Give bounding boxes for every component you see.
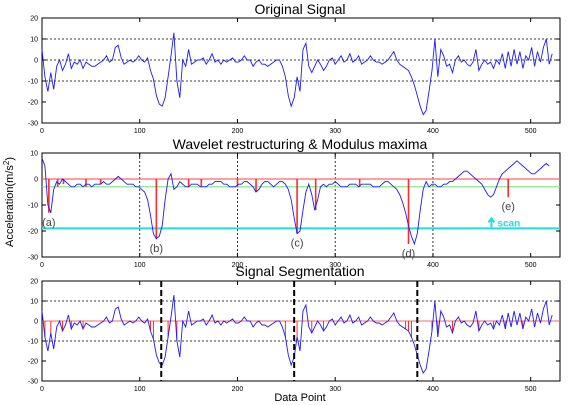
y-tick-label: 0 xyxy=(34,319,38,326)
marker-label: (d) xyxy=(402,248,415,260)
chart-title: Wavelet restructuring & Modulus maxima xyxy=(173,136,428,152)
x-tick-label: 100 xyxy=(134,386,146,393)
y-tick-label: -10 xyxy=(28,203,38,210)
plot-frame xyxy=(41,17,561,124)
y-tick-label: -30 xyxy=(28,121,38,128)
y-tick-label: -20 xyxy=(28,229,38,236)
x-tick-label: 200 xyxy=(232,128,244,135)
x-tick-label: 300 xyxy=(329,262,341,269)
panel-wavelet-modulus-maxima: Wavelet restructuring & Modulus maxima 0… xyxy=(28,136,561,269)
x-tick-label: 300 xyxy=(329,386,341,393)
x-tick-label: 400 xyxy=(427,386,439,393)
y-axis-label-superscript: 2 xyxy=(2,160,11,165)
y-tick-label: -30 xyxy=(28,379,38,386)
marker-label: (c) xyxy=(291,238,304,250)
panel-original-signal: Original Signal 0 100 200 300 400 50020100-10… xyxy=(28,1,561,135)
y-tick-label: 0 xyxy=(34,177,38,184)
signal-line xyxy=(41,294,553,374)
scan-arrow-icon xyxy=(487,216,496,228)
y-tick-label: -20 xyxy=(28,100,38,107)
x-tick-label: 500 xyxy=(525,262,537,269)
y-tick-label: -10 xyxy=(28,339,38,346)
y-axis-label-text: Acceleration(m/s xyxy=(4,165,16,247)
chart-title: Signal Segmentation xyxy=(235,263,364,279)
y-tick-label: -10 xyxy=(28,79,38,86)
plot-frame xyxy=(41,152,561,258)
x-tick-label: 200 xyxy=(232,262,244,269)
y-tick-label: -20 xyxy=(28,359,38,366)
x-tick-label: 0 xyxy=(40,262,44,269)
signal-line xyxy=(41,32,553,116)
y-tick-label: 0 xyxy=(34,58,38,65)
marker-label: (b) xyxy=(150,243,163,255)
x-tick-label: 100 xyxy=(134,262,146,269)
x-tick-label: 400 xyxy=(427,128,439,135)
y-tick-label: 10 xyxy=(30,151,38,158)
x-tick-label: 300 xyxy=(329,128,341,135)
x-axis-label: Data Point xyxy=(274,392,325,404)
marker-label: (a) xyxy=(42,217,55,229)
y-tick-label: 10 xyxy=(30,37,38,44)
panel-signal-segmentation: Signal Segmentation 0 100 200 300 400 5002010… xyxy=(28,263,561,393)
x-tick-label: 400 xyxy=(427,262,439,269)
y-axis-label: Acceleration(m/s2) xyxy=(2,157,16,247)
signal-line xyxy=(41,158,550,246)
x-tick-label: 500 xyxy=(525,386,537,393)
x-tick-label: 100 xyxy=(134,128,146,135)
x-tick-label: 200 xyxy=(232,386,244,393)
x-tick-label: 0 xyxy=(40,386,44,393)
y-tick-label: 20 xyxy=(30,279,38,286)
y-axis-label-close: ) xyxy=(4,157,16,161)
y-tick-label: -30 xyxy=(28,255,38,262)
marker-label: (e) xyxy=(501,201,514,213)
chart-title: Original Signal xyxy=(254,1,345,17)
y-tick-label: 20 xyxy=(30,16,38,23)
scan-label: scan xyxy=(497,218,520,229)
y-tick-label: 10 xyxy=(30,299,38,306)
plot-frame xyxy=(41,280,561,382)
x-tick-label: 0 xyxy=(40,128,44,135)
x-tick-label: 500 xyxy=(525,128,537,135)
